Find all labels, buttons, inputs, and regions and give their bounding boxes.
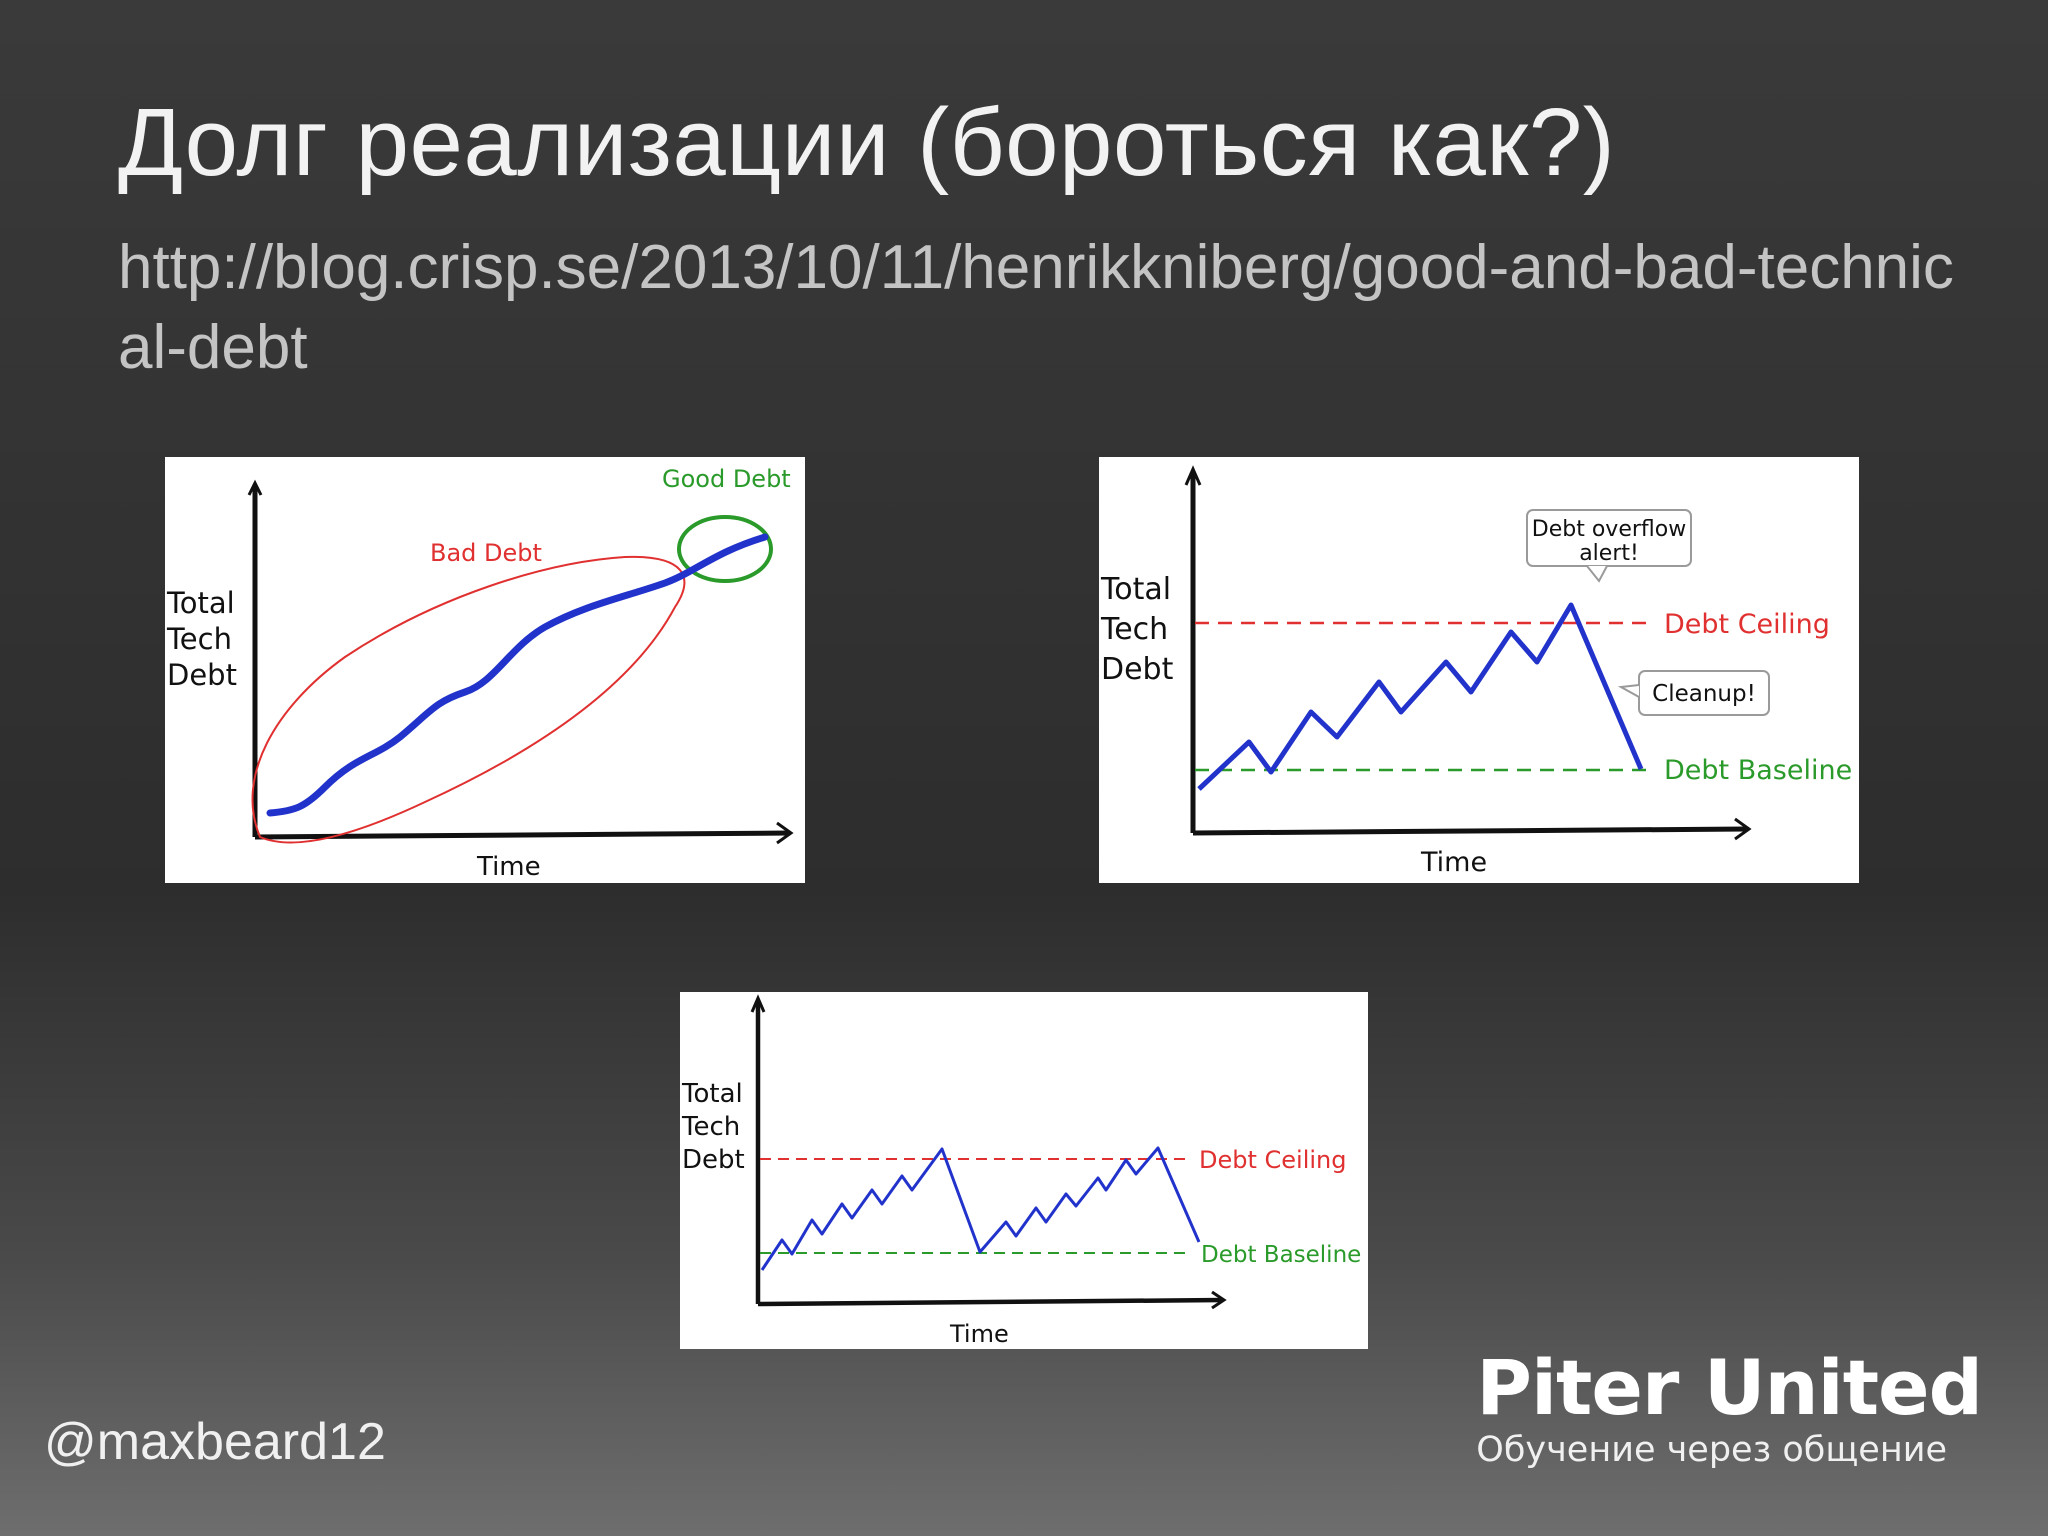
x-axis-arrow [1211, 1290, 1227, 1310]
debt-ceiling-label: Debt Ceiling [1199, 1146, 1347, 1174]
cleanup-label: Cleanup! [1652, 681, 1756, 707]
x-label: Time [1420, 847, 1487, 878]
y-axis-arrow [247, 479, 263, 496]
debt-baseline-label: Debt Baseline [1664, 755, 1852, 786]
y-axis-arrow [1184, 465, 1202, 486]
source-url[interactable]: http://blog.crisp.se/2013/10/11/henrikkn… [118, 233, 1954, 382]
debt-baseline-label: Debt Baseline [1201, 1242, 1361, 1268]
y-label-line-2: Tech [681, 1112, 740, 1142]
y-label-line-3: Debt [1101, 652, 1174, 687]
y-axis-arrow [750, 994, 766, 1013]
bad-debt-label: Bad Debt [430, 539, 542, 567]
y-label-line-3: Debt [167, 658, 237, 692]
brand-logo: Piter United Обучение через общение [1476, 1343, 1983, 1471]
cleanup-callout: Cleanup! [1617, 670, 1770, 716]
figure-repeated-cycles: Total Tech Debt Time Debt Ceiling Debt B… [680, 992, 1368, 1349]
x-axis-arrow [776, 821, 794, 845]
y-label-line-3: Debt [682, 1145, 745, 1175]
good-debt-circle [677, 515, 773, 583]
bad-debt-outline [251, 555, 686, 844]
debt-line [1197, 602, 1644, 791]
y-label-line-2: Tech [1100, 612, 1168, 647]
x-axis [254, 830, 791, 840]
y-label-line-1: Total [166, 586, 235, 620]
x-axis [1192, 826, 1748, 836]
author-handle: @maxbeard12 [44, 1413, 386, 1471]
figure-2-drawing: Total Tech Debt Time Debt Ceiling Debt B… [1100, 465, 1852, 878]
x-label: Time [476, 852, 541, 882]
brand-tagline: Обучение через общение [1476, 1430, 1947, 1470]
good-debt-label: Good Debt [662, 465, 791, 493]
y-label-line-1: Total [681, 1079, 743, 1109]
figure-ceiling-cleanup: Total Tech Debt Time Debt Ceiling Debt B… [1099, 457, 1859, 883]
y-label-line-1: Total [1100, 572, 1171, 607]
debt-overflow-line-2: alert! [1579, 541, 1639, 566]
debt-ceiling-label: Debt Ceiling [1664, 609, 1830, 640]
debt-overflow-line-1: Debt overflow [1532, 517, 1686, 542]
figure-3-drawing: Total Tech Debt Time Debt Ceiling Debt B… [681, 994, 1361, 1348]
y-label-line-2: Tech [166, 622, 232, 656]
debt-line [760, 1146, 1201, 1271]
x-label: Time [949, 1320, 1009, 1348]
brand-name: Piter United [1476, 1343, 1983, 1432]
debt-curve [266, 533, 769, 817]
debt-overflow-callout: Debt overflow alert! [1526, 509, 1692, 583]
x-axis-arrow [1734, 817, 1752, 841]
figure-1-drawing: Total Tech Debt Time Bad Debt Good Debt [166, 465, 794, 882]
slide-title: Долг реализации (бороться как?) [118, 89, 1616, 196]
x-axis [757, 1297, 1224, 1307]
figure-bad-good-debt: Total Tech Debt Time Bad Debt Good Debt [165, 457, 805, 883]
